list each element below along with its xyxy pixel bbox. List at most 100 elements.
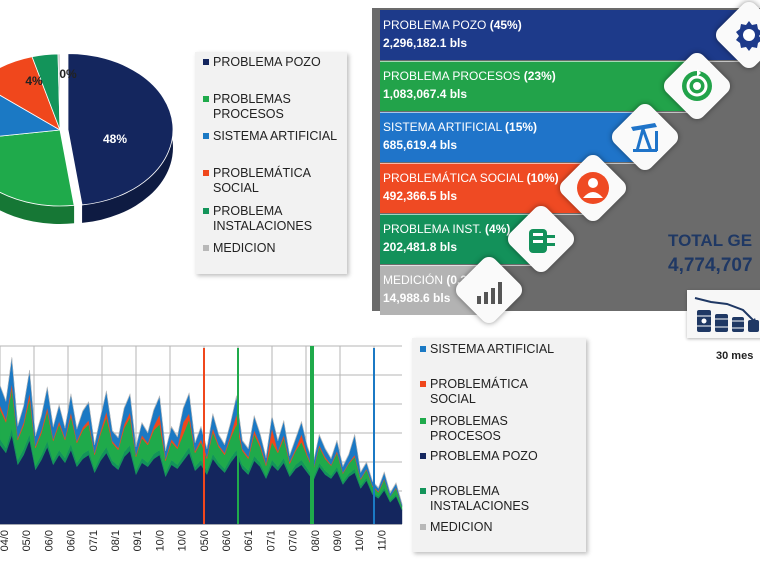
legend-item: PROBLEMAS PROCESOS — [420, 414, 558, 444]
pumpjack-icon — [625, 117, 665, 157]
x-tick-label: 06/0 — [43, 530, 55, 551]
pie-label-pozo: 48% — [103, 132, 127, 146]
panel-item-value: 202,481.8 bls — [383, 240, 458, 254]
pie-slices — [0, 53, 174, 207]
legend-swatch — [203, 59, 209, 65]
panel-item-title: PROBLEMA POZO (45%) — [383, 18, 522, 32]
loss-breakdown-panel: PROBLEMA POZO (45%) 2,296,182.1 bls PROBLE… — [372, 0, 760, 327]
panel-item-value: 14,988.6 bls — [383, 291, 451, 305]
panel-item-value: 685,619.4 bls — [383, 138, 458, 152]
bar-chart-icon — [469, 270, 509, 310]
legend-swatch — [420, 524, 426, 530]
panel-item-name: SISTEMA ARTIFICIAL — [383, 120, 502, 134]
x-tick-label: 10/0 — [177, 530, 189, 551]
legend-swatch — [420, 453, 426, 459]
panel-item-percent: (15%) — [505, 120, 538, 134]
area-spike — [237, 348, 239, 524]
area-series — [0, 357, 403, 525]
legend-item: MEDICION — [203, 241, 341, 256]
area-series-layer — [0, 357, 403, 505]
x-tick-label: 06/0 — [66, 530, 78, 551]
panel-item: PROBLEMA POZO (45%) 2,296,182.1 bls — [380, 10, 755, 60]
legend-label: MEDICION — [430, 520, 493, 534]
legend-item: PROBLEMÁTICA SOCIAL — [420, 377, 558, 407]
legend-swatch — [420, 488, 426, 494]
panel-item-name: PROBLEMÁTICA SOCIAL — [383, 171, 524, 185]
legend-swatch — [203, 208, 209, 214]
total-title: TOTAL GE — [668, 231, 753, 250]
panel-item-value: 1,083,067.4 bls — [383, 87, 468, 101]
x-tick-label: 08/1 — [110, 530, 122, 551]
legend-swatch — [420, 418, 426, 424]
oil-barrels-icon — [687, 290, 760, 338]
area-spike — [203, 348, 205, 524]
x-tick-label: 06/0 — [221, 530, 233, 551]
panel-item-name: PROBLEMA INST. — [383, 222, 482, 236]
legend-label: PROBLEMA INSTALACIONES — [213, 204, 313, 233]
x-tick-label: 08/0 — [310, 530, 322, 551]
person-icon — [573, 168, 613, 208]
panel-item-name: PROBLEMA POZO — [383, 18, 487, 32]
x-tick-label: 06/1 — [243, 530, 255, 551]
x-tick-label: 07/1 — [88, 530, 100, 551]
panel-divider — [380, 214, 599, 215]
legend-swatch — [420, 381, 426, 387]
legend-label: PROBLEMÁTICA SOCIAL — [213, 166, 311, 195]
process-cycle-icon — [677, 66, 717, 106]
panel-item-title: PROBLEMA INST. (4%) — [383, 222, 510, 236]
legend-label: SISTEMA ARTIFICIAL — [430, 342, 555, 356]
x-tick-label: 09/0 — [332, 530, 344, 551]
area-chart: 04/0 05/0 06/0 06/0 07/1 08/1 09/1 10/0 10/0 05/0… — [0, 345, 403, 551]
panel-item-percent: (4%) — [485, 222, 511, 236]
panel-item-title: SISTEMA ARTIFICIAL (15%) — [383, 120, 537, 134]
legend-item: PROBLEMA POZO — [420, 449, 558, 464]
panel-item-percent: (45%) — [489, 18, 522, 32]
legend-item: SISTEMA ARTIFICIAL — [203, 129, 341, 144]
x-tick-label: 09/1 — [132, 530, 144, 551]
pie-chart: 48% 4% 0% — [0, 53, 174, 224]
legend-label: MEDICION — [213, 241, 276, 255]
legend-item: PROBLEMA INSTALACIONES — [203, 204, 341, 234]
panel-item-value: 2,296,182.1 bls — [383, 36, 468, 50]
x-tick-label: 04/0 — [0, 530, 11, 551]
panel-item-name: MEDICIÓN — [383, 273, 443, 287]
panel-divider — [380, 112, 703, 113]
legend-label: PROBLEMA POZO — [213, 55, 321, 69]
panel-item-title: PROBLEMA PROCESOS (23%) — [383, 69, 556, 83]
panel-item-title: PROBLEMÁTICA SOCIAL (10%) — [383, 171, 559, 185]
panel-divider — [380, 163, 651, 164]
legend-item: PROBLEMA INSTALACIONES — [420, 484, 558, 514]
legend-label: PROBLEMÁTICA SOCIAL — [430, 377, 528, 406]
total-value: 4,774,707 — [668, 255, 753, 276]
x-tick-label: 10/0 — [354, 530, 366, 551]
panel-item: PROBLEMÁTICA SOCIAL (10%) 492,366.5 bls — [380, 163, 599, 213]
pie-slice — [0, 129, 75, 207]
pie-slice — [0, 94, 62, 137]
legend-item: PROBLEMA POZO — [203, 55, 341, 70]
months-label: 30 mes — [716, 350, 754, 362]
legend-item: SISTEMA ARTIFICIAL — [420, 342, 558, 357]
panel-item: SISTEMA ARTIFICIAL (15%) 685,619.4 bls — [380, 112, 651, 162]
area-legend: SISTEMA ARTIFICIAL PROBLEMÁTICA SOCIAL PRO… — [412, 338, 586, 552]
legend-swatch — [203, 245, 209, 251]
pie-slice — [67, 53, 174, 206]
legend-swatch — [203, 133, 209, 139]
legend-item: PROBLEMÁTICA SOCIAL — [203, 166, 341, 196]
area-ticks: 04/0 05/0 06/0 06/0 07/1 08/1 09/1 10/0 10/0 05/0… — [0, 530, 388, 551]
x-tick-label: 07/1 — [265, 530, 277, 551]
x-tick-label: 05/0 — [199, 530, 211, 551]
pie-label-instalaciones: 4% — [25, 74, 43, 88]
legend-label: SISTEMA ARTIFICIAL — [213, 129, 338, 143]
panel-item-name: PROBLEMA PROCESOS — [383, 69, 521, 83]
x-tick-label: 11/0 — [376, 530, 388, 551]
legend-label: PROBLEMA INSTALACIONES — [430, 484, 530, 513]
tank-icon — [521, 219, 561, 259]
legend-swatch — [203, 96, 209, 102]
x-tick-label: 07/0 — [288, 530, 300, 551]
x-tick-label: 05/0 — [21, 530, 33, 551]
legend-label: PROBLEMAS PROCESOS — [213, 92, 291, 121]
pie-legend: PROBLEMA POZO PROBLEMAS PROCESOS SISTEMA A… — [195, 52, 347, 274]
panel-divider — [380, 265, 547, 266]
area-spike — [310, 346, 314, 524]
panel-item-percent: (10%) — [526, 171, 559, 185]
